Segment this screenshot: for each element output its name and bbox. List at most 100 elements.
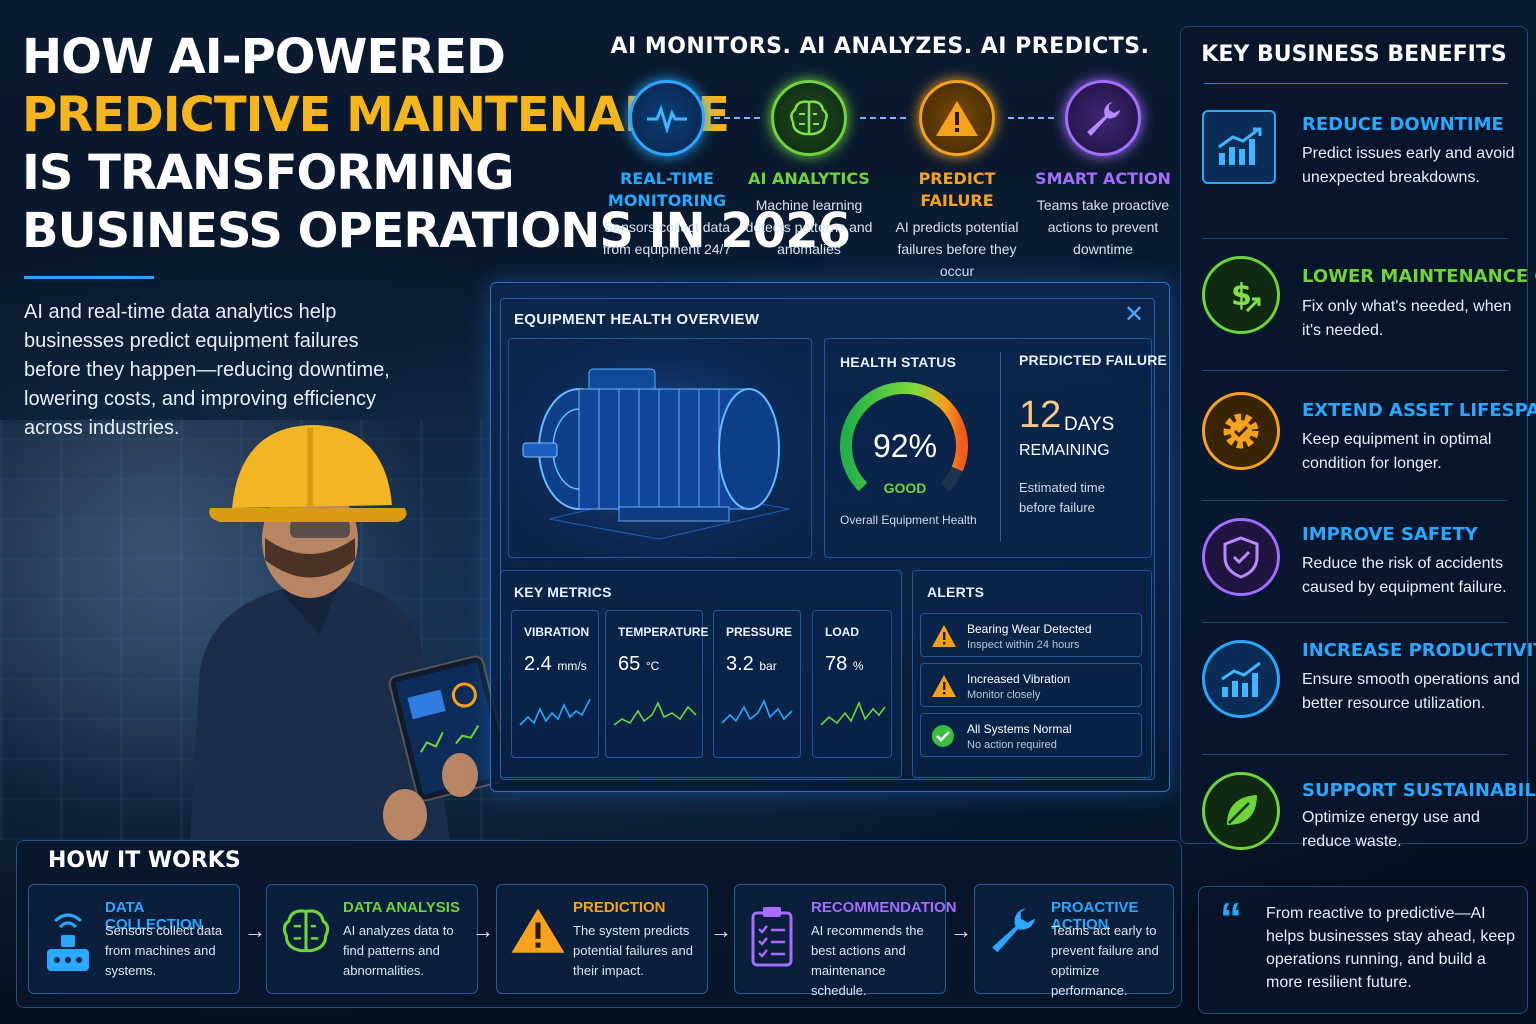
benefit-title: SUPPORT SUSTAINABILITY [1302,780,1536,801]
sparkline [613,701,697,726]
how-step-title: DATA COLLECTION [105,899,203,933]
health-state: GOOD [883,480,927,496]
clipboard-icon [751,907,793,967]
warning-icon [511,908,565,953]
dollar-icon: $ [1202,256,1280,334]
process-step-analytics: AI ANALYTICS Machine learning detects pa… [734,80,884,260]
leaf-icon [1202,772,1280,850]
motor-visual-panel [508,338,812,558]
predicted-remaining: REMAINING [1019,442,1110,459]
benefit-separator [1202,622,1508,623]
process-step-desc: Teams take proactive actions to prevent … [1036,197,1170,257]
wrench-icon [1065,80,1141,156]
alert-subtitle: No action required [967,739,1057,751]
metric-card-vibration: VIBRATION 2.4 mm/s [511,610,599,758]
process-step-monitoring: REAL-TIME MONITORING Sensors collect dat… [592,80,742,260]
benefit-desc: Optimize energy use and reduce waste. [1302,809,1480,850]
bar-chart-up-icon [1202,110,1276,184]
how-step-title: PREDICTION [573,899,666,916]
sparkline [820,700,886,726]
how-step-data-analysis: DATA ANALYSIS AI analyzes data to find p… [266,884,478,994]
process-connector [860,117,906,119]
heartbeat-icon [629,80,705,156]
alert-item[interactable]: Bearing Wear Detected Inspect within 24 … [920,613,1142,657]
quote-box [1198,886,1528,1014]
growth-chart-icon [1202,640,1280,718]
metric-name: PRESSURE [726,625,793,639]
predicted-caption: Estimated time before failure [1019,480,1105,515]
benefit-title: IMPROVE SAFETY [1302,524,1478,545]
benefit-title: EXTEND ASSET LIFESPAN [1302,400,1536,421]
how-step-desc: Sensors collect data from machines and s… [105,923,223,978]
health-caption: Overall Equipment Health [840,513,977,527]
metric-value: 65 °C [618,653,660,675]
health-gauge [840,382,968,492]
process-step-title: REAL-TIME MONITORING [607,169,727,210]
arrow-right-icon: → [950,918,972,943]
alert-item[interactable]: Increased Vibration Monitor closely [920,663,1142,707]
close-icon[interactable]: ✕ [1124,301,1145,328]
warning-icon [932,625,956,647]
predicted-failure-label: PREDICTED FAILURE [1019,352,1168,368]
metric-value: 2.4 mm/s [524,653,587,675]
how-it-works-title: HOW IT WORKS [48,848,241,873]
how-step-proactive-action: PROACTIVE ACTION Teams act early to prev… [974,884,1174,998]
metric-card-temperature: TEMPERATURE 65 °C [605,610,708,758]
metric-card-pressure: PRESSURE 3.2 bar [713,610,801,758]
sensor-icon [47,913,89,971]
worker-illustration [190,425,500,840]
predicted-days: 12 [1019,394,1062,436]
health-status-label: HEALTH STATUS [840,354,957,370]
intro-text: AI and real-time data analytics help bus… [24,301,390,439]
warning-icon [932,675,956,697]
wrench-icon [992,908,1036,953]
process-step-desc: Sensors collect data from equipment 24/7 [602,219,732,257]
sparkline [519,698,591,726]
gear-check-icon [1202,392,1280,470]
benefit-separator [1202,370,1508,371]
how-step-title: DATA ANALYSIS [343,899,460,916]
how-step-desc: The system predicts potential failures a… [573,923,693,978]
svg-text:$: $ [1231,278,1252,313]
process-step-action: SMART ACTION Teams take proactive action… [1028,80,1178,260]
sparkline [721,699,793,724]
benefit-title: INCREASE PRODUCTIVITY [1302,640,1536,661]
process-step-desc: AI predicts potential failures before th… [895,219,1019,279]
quote-icon: “ [1220,894,1242,943]
benefit-desc: Predict issues early and avoid unexpecte… [1302,145,1515,186]
health-panel [824,338,1152,558]
process-step-title: AI ANALYTICS [748,169,870,188]
page-title: HOW AI-POWERED PREDICTIVE MAINTENANCE IS… [22,28,851,260]
alert-title: Increased Vibration [967,672,1071,686]
how-step-prediction: PREDICTION The system predicts potential… [496,884,708,994]
how-step-recommendation: RECOMMENDATION AI recommends the best ac… [734,884,957,998]
title-line-1: HOW AI-POWERED [22,29,506,85]
arrow-right-icon: → [472,918,494,943]
process-connector [1008,117,1054,119]
alert-subtitle: Monitor closely [967,689,1041,701]
benefit-title: REDUCE DOWNTIME [1302,114,1504,135]
how-step-title: PROACTIVE ACTION [1051,899,1139,933]
quote-text: From reactive to predictive—AI helps bus… [1266,905,1516,991]
health-value: 92% [872,428,938,464]
check-circle-icon [932,725,954,747]
key-metrics-label: KEY METRICS [514,584,612,600]
alerts-label: ALERTS [927,584,985,600]
alert-item[interactable]: All Systems Normal No action required [920,713,1142,757]
how-step-desc: AI recommends the best actions and maint… [811,923,924,998]
arrow-right-icon: → [710,918,732,943]
arrow-right-icon: → [244,918,266,943]
shield-check-icon [1202,518,1280,596]
how-step-data-collection: DATA COLLECTION Sensors collect data fro… [28,884,240,994]
process-slogan: AI MONITORS. AI ANALYZES. AI PREDICTS. [610,34,1150,59]
alert-title: Bearing Wear Detected [967,622,1092,636]
metric-name: LOAD [825,625,859,639]
metric-card-load: LOAD 78 % [812,610,892,758]
title-line-3: IS TRANSFORMING [22,145,514,201]
process-connector [714,117,760,119]
benefits-title-rule [1204,83,1508,84]
brain-icon [282,909,330,953]
benefit-desc: Reduce the risk of accidents caused by e… [1302,555,1507,596]
warning-icon [919,80,995,156]
metric-value: 3.2 bar [726,653,777,675]
